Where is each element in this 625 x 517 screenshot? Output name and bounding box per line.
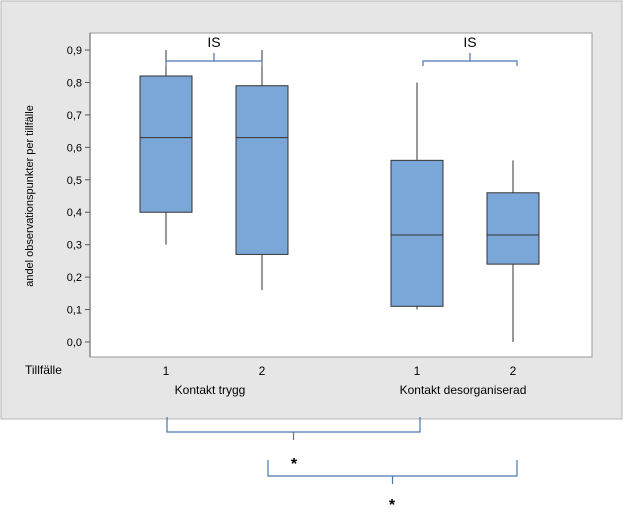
box-iqr — [390, 159, 444, 307]
y-tick-label: 0,4 — [67, 207, 82, 219]
y-tick-label: 0,6 — [67, 142, 82, 154]
x-tick-label: 2 — [510, 364, 517, 378]
group-label: Kontakt desorganiserad — [400, 383, 527, 397]
x-tick-label: 2 — [259, 364, 266, 378]
box-g1-t1 — [139, 50, 193, 245]
significance-annotations: IS IS * * — [165, 34, 518, 514]
y-tick-label: 0,9 — [67, 45, 82, 57]
annotation-is-2: IS — [463, 34, 476, 50]
annotation-star-1: * — [291, 456, 298, 473]
annotation-is-1: IS — [207, 34, 220, 50]
x-axis-title: Tillfälle — [25, 363, 62, 377]
y-tick-label: 0,2 — [67, 272, 82, 284]
x-tick-label: 1 — [163, 364, 170, 378]
bracket-between-t2 — [267, 460, 518, 477]
y-axis-label: andel observationspunkter per tillfälle — [24, 105, 36, 287]
x-tick-label: 1 — [414, 364, 421, 378]
group-label: Kontakt trygg — [175, 383, 246, 397]
box-series — [139, 50, 540, 342]
y-axis: 0,0 0,1 0,2 0,3 0,4 0,5 0,6 0,7 0,8 0,9 — [67, 33, 91, 357]
annotation-star-2: * — [389, 497, 396, 512]
box-g2-t2 — [486, 160, 540, 342]
y-tick-label: 0,0 — [67, 337, 82, 349]
y-tick-label: 0,3 — [67, 240, 82, 252]
box-g2-t1 — [390, 82, 444, 310]
y-tick-label: 0,5 — [67, 175, 82, 187]
y-tick-label: 0,1 — [67, 305, 82, 317]
y-tick-label: 0,8 — [67, 77, 82, 89]
box-iqr — [235, 85, 289, 255]
box-iqr — [486, 192, 540, 265]
box-g1-t2 — [235, 50, 289, 291]
box-iqr — [139, 75, 193, 213]
x-axis-labels: 1 2 Kontakt trygg 1 2 Kontakt desorganiserad — [163, 364, 527, 397]
y-tick-label: 0,7 — [67, 110, 82, 122]
